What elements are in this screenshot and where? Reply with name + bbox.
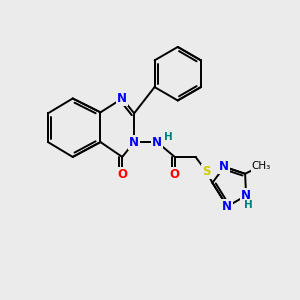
Text: H: H [244, 200, 253, 211]
Text: N: N [219, 160, 229, 173]
Text: N: N [152, 136, 162, 148]
Text: O: O [117, 168, 127, 181]
Text: N: N [241, 189, 251, 202]
Text: N: N [222, 200, 232, 213]
Text: S: S [202, 165, 211, 178]
Text: N: N [129, 136, 139, 148]
Text: O: O [170, 168, 180, 181]
Text: N: N [117, 92, 127, 105]
Text: CH₃: CH₃ [251, 161, 271, 171]
Text: H: H [164, 132, 173, 142]
